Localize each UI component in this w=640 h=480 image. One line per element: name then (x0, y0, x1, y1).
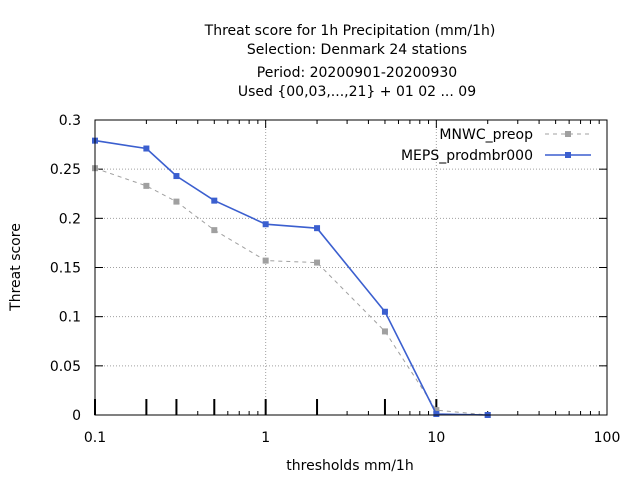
y-tick-label: 0 (72, 408, 81, 424)
series-point-0 (314, 259, 321, 266)
x-tick-label: 10 (427, 430, 445, 446)
series-line-1 (94, 139, 488, 416)
y-tick-label: 0.15 (50, 261, 81, 277)
series-point-0 (262, 257, 269, 264)
x-tick-label: 100 (594, 430, 621, 446)
series-line-0 (94, 167, 488, 416)
title-line-4: Used {00,03,...,21} + 01 02 ... 09 (238, 84, 476, 100)
legend-marker-1 (565, 152, 571, 158)
series-point-1 (262, 221, 269, 228)
series-point-1 (173, 173, 180, 180)
legend: MNWC_preop MEPS_prodmbr000 (401, 127, 591, 164)
legend-marker-0 (565, 131, 571, 137)
y-tick-label: 0.25 (50, 162, 81, 178)
series-point-0 (433, 407, 440, 414)
tick-labels: 0 0.05 0.1 0.15 0.2 0.25 0.3 0.1 1 10 100 (50, 113, 621, 446)
plot-frame (94, 119, 608, 416)
x-tick-label: 0.1 (84, 430, 106, 446)
series-point-0 (143, 182, 150, 189)
series-point-0 (211, 227, 218, 234)
title-line-3: Period: 20200901-20200930 (257, 65, 457, 81)
series-point-1 (381, 308, 388, 315)
x-axis-label: thresholds mm/1h (286, 458, 413, 474)
y-tick-label: 0.1 (59, 310, 81, 326)
series-layer (92, 137, 491, 418)
y-tick-label: 0.05 (50, 359, 81, 375)
series-point-0 (381, 328, 388, 335)
threshold-markers (94, 399, 438, 415)
series-point-1 (211, 197, 218, 204)
y-tick-label: 0.2 (59, 211, 81, 227)
grid (95, 120, 607, 415)
title-line-2: Selection: Denmark 24 stations (247, 42, 467, 58)
chart-title: Threat score for 1h Precipitation (mm/1h… (204, 23, 496, 100)
x-tick-label: 1 (261, 430, 270, 446)
y-tick-label: 0.3 (59, 113, 81, 129)
series-point-1 (314, 225, 321, 232)
legend-label-0: MNWC_preop (439, 127, 533, 143)
legend-label-1: MEPS_prodmbr000 (401, 148, 533, 164)
title-line-1: Threat score for 1h Precipitation (mm/1h… (204, 23, 496, 39)
series-point-1 (143, 145, 150, 152)
y-axis-label: Threat score (8, 223, 24, 312)
series-point-0 (173, 198, 180, 205)
series-point-1 (433, 411, 440, 418)
